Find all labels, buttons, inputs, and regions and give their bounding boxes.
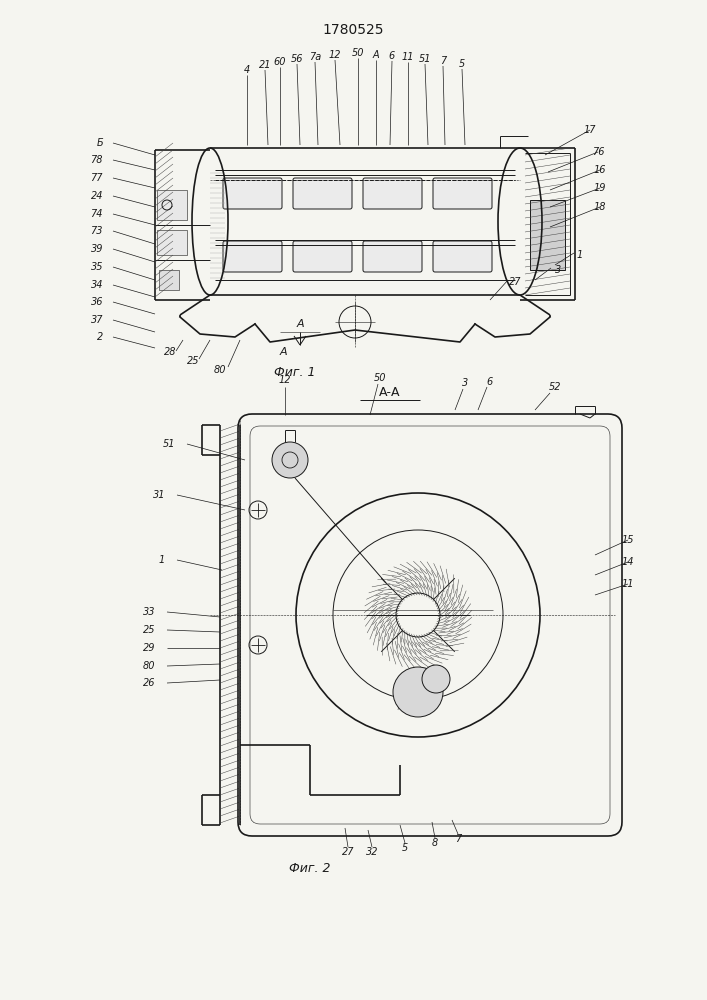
Text: Фиг. 2: Фиг. 2 <box>289 861 331 874</box>
FancyBboxPatch shape <box>363 178 422 209</box>
Bar <box>159 270 179 290</box>
Text: 35: 35 <box>90 262 103 272</box>
Text: 28: 28 <box>164 347 176 357</box>
Text: 24: 24 <box>90 191 103 201</box>
Text: 80: 80 <box>143 661 155 671</box>
Text: 50: 50 <box>374 373 386 383</box>
FancyBboxPatch shape <box>363 241 422 272</box>
Text: 31: 31 <box>153 490 165 500</box>
Text: 8: 8 <box>432 838 438 848</box>
Text: 18: 18 <box>594 202 606 212</box>
FancyBboxPatch shape <box>223 241 282 272</box>
Text: 27: 27 <box>509 277 521 287</box>
Text: 5: 5 <box>402 843 408 853</box>
Text: 29: 29 <box>143 643 155 653</box>
Text: 1: 1 <box>159 555 165 565</box>
Text: 17: 17 <box>584 125 596 135</box>
Text: 60: 60 <box>274 57 286 67</box>
Bar <box>157 230 187 255</box>
Text: 36: 36 <box>90 297 103 307</box>
FancyBboxPatch shape <box>223 178 282 209</box>
Text: А: А <box>279 347 287 357</box>
Text: 78: 78 <box>90 155 103 165</box>
Bar <box>530 200 565 270</box>
FancyBboxPatch shape <box>433 241 492 272</box>
FancyBboxPatch shape <box>433 178 492 209</box>
Text: 32: 32 <box>366 847 378 857</box>
Text: 21: 21 <box>259 60 271 70</box>
Bar <box>157 190 187 220</box>
Text: 27: 27 <box>341 847 354 857</box>
Text: 37: 37 <box>90 315 103 325</box>
Text: 3: 3 <box>462 378 468 388</box>
Text: 50: 50 <box>352 48 364 58</box>
Text: 51: 51 <box>163 439 175 449</box>
Text: 73: 73 <box>90 226 103 236</box>
Text: 12: 12 <box>329 50 341 60</box>
Text: 7: 7 <box>440 56 446 66</box>
Text: 5: 5 <box>459 59 465 69</box>
FancyBboxPatch shape <box>293 241 352 272</box>
Text: 6: 6 <box>389 51 395 61</box>
Circle shape <box>422 665 450 693</box>
Circle shape <box>272 442 308 478</box>
Text: А: А <box>373 50 380 60</box>
Text: 26: 26 <box>143 678 155 688</box>
Text: 39: 39 <box>90 244 103 254</box>
Text: 34: 34 <box>90 280 103 290</box>
Text: Фиг. 1: Фиг. 1 <box>274 365 316 378</box>
Text: 19: 19 <box>594 183 606 193</box>
Text: 16: 16 <box>594 165 606 175</box>
Text: 15: 15 <box>621 535 634 545</box>
Text: 74: 74 <box>90 209 103 219</box>
Text: 12: 12 <box>279 375 291 385</box>
Text: 11: 11 <box>402 52 414 62</box>
Text: 7а: 7а <box>309 52 321 62</box>
Text: 77: 77 <box>90 173 103 183</box>
Text: 1780525: 1780525 <box>322 23 384 37</box>
Text: 56: 56 <box>291 54 303 64</box>
Text: 25: 25 <box>143 625 155 635</box>
Text: 3: 3 <box>555 265 561 275</box>
Text: 11: 11 <box>621 579 634 589</box>
Circle shape <box>393 667 443 717</box>
Text: 2: 2 <box>97 332 103 342</box>
Text: 4: 4 <box>244 65 250 75</box>
Text: Б: Б <box>96 138 103 148</box>
FancyBboxPatch shape <box>293 178 352 209</box>
Text: 6: 6 <box>487 377 493 387</box>
Text: 33: 33 <box>143 607 155 617</box>
Text: А: А <box>296 319 304 329</box>
Text: 14: 14 <box>621 557 634 567</box>
Text: 52: 52 <box>549 382 561 392</box>
Text: А-А: А-А <box>379 386 401 399</box>
Text: 76: 76 <box>592 147 604 157</box>
Text: 7: 7 <box>455 834 461 844</box>
Text: 1: 1 <box>577 250 583 260</box>
Text: 51: 51 <box>419 54 431 64</box>
Text: 25: 25 <box>187 356 199 366</box>
Text: 80: 80 <box>214 365 226 375</box>
